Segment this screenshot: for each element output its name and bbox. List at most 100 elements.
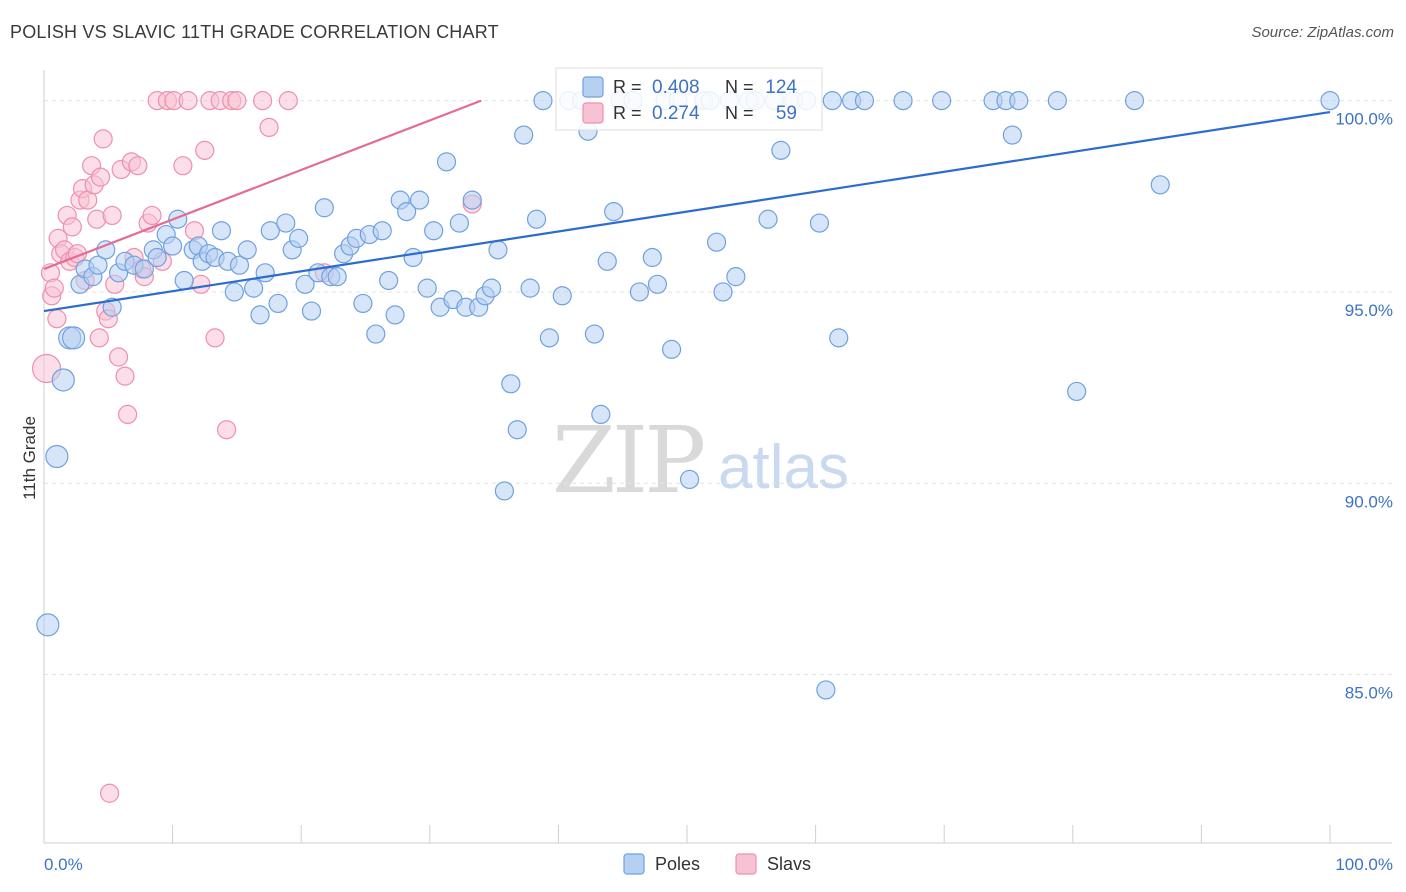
poles-point-89 [642, 247, 662, 268]
slavs-point-20 [89, 328, 109, 348]
poles-point-119 [1009, 91, 1029, 111]
legend-slavs-label: Slavs [767, 854, 811, 874]
poles-point-103 [758, 209, 778, 229]
poles-point-33 [255, 263, 275, 283]
poles-point-38 [289, 228, 309, 248]
poles-point-36 [276, 213, 296, 233]
stats-slavs-n-value: 59 [776, 103, 797, 124]
poles-point-94 [679, 469, 700, 490]
slavs-point-30 [117, 404, 138, 425]
poles-point-34 [260, 221, 280, 241]
poles-point-111 [829, 328, 849, 348]
poles-point-0 [36, 613, 60, 637]
poles-point-16 [147, 247, 167, 268]
poles-point-75 [526, 209, 547, 229]
slavs-point-29 [115, 366, 135, 386]
watermark-zip: ZIP [552, 407, 703, 514]
poles-point-2 [51, 368, 75, 392]
poles-point-69 [488, 240, 508, 260]
poles-point-92 [661, 339, 682, 359]
slavs-point-43 [178, 91, 198, 111]
poles-point-84 [597, 251, 617, 271]
y-tick-label-3: 85.0% [1345, 684, 1393, 703]
slavs-point-56 [99, 783, 120, 803]
stats-box: R = 0.408 N = 124 R = 0.274 N = 59 [555, 67, 823, 131]
slavs-point-27 [108, 347, 129, 367]
slavs-point-33 [128, 156, 148, 176]
poles-point-61 [436, 152, 457, 172]
slavs-point-53 [259, 117, 279, 138]
legend-slavs-swatch [735, 853, 757, 875]
stats-poles-n-label: N = [725, 77, 754, 97]
poles-point-121 [1067, 381, 1087, 402]
slavs-point-37 [142, 205, 162, 226]
poles-point-8 [88, 255, 108, 275]
y-tick-label-1: 95.0% [1345, 301, 1393, 320]
poles-point-20 [174, 270, 194, 291]
slavs-point-52 [227, 91, 247, 111]
slavs-point-22 [93, 129, 113, 149]
slavs-point-10 [62, 217, 82, 237]
x-tick-label-0: 0.0% [44, 855, 83, 874]
legend: Poles Slavs [623, 853, 811, 875]
poles-point-50 [366, 324, 386, 344]
y-tick-label-2: 90.0% [1345, 492, 1393, 511]
poles-point-82 [584, 324, 605, 344]
poles-point-97 [706, 232, 727, 252]
y-tick-labels: 100.0% 95.0% 90.0% 85.0% [1335, 110, 1393, 703]
poles-point-52 [379, 270, 399, 291]
poles-point-108 [809, 213, 830, 233]
poles-points [36, 91, 1340, 700]
poles-point-30 [237, 240, 257, 260]
stats-poles-n-value: 124 [765, 77, 797, 98]
grid-lines [44, 100, 1392, 676]
stats-slavs-n-label: N = [725, 103, 754, 123]
poles-point-100 [726, 267, 746, 287]
poles-point-1 [45, 444, 69, 469]
poles-point-118 [1002, 125, 1022, 145]
poles-point-28 [224, 282, 244, 302]
poles-point-48 [353, 293, 373, 314]
poles-point-71 [501, 374, 521, 394]
slavs-point-45 [191, 274, 211, 294]
slavs-point-54 [278, 91, 298, 111]
poles-point-35 [268, 293, 288, 314]
slavs-point-42 [173, 156, 193, 176]
poles-point-123 [1150, 175, 1170, 195]
poles-point-59 [424, 221, 444, 241]
poles-point-31 [244, 278, 264, 298]
stats-poles-swatch [582, 76, 604, 98]
y-tick-label-0: 100.0% [1335, 110, 1393, 129]
poles-point-114 [893, 91, 913, 111]
poles-point-74 [520, 278, 540, 298]
stats-slavs-r-label: R = [613, 103, 642, 123]
poles-point-115 [932, 91, 952, 111]
poles-point-113 [854, 91, 875, 111]
poles-point-124 [1320, 91, 1340, 111]
poles-point-65 [462, 190, 482, 210]
slavs-point-25 [102, 205, 122, 226]
poles-point-78 [552, 286, 572, 306]
slavs-trend-line [43, 99, 482, 271]
x-tick-label-1: 100.0% [1335, 855, 1393, 874]
source-credit: Source: ZipAtlas.com [1251, 24, 1394, 41]
poles-point-83 [591, 404, 611, 425]
poles-point-51 [372, 221, 392, 241]
poles-point-70 [494, 481, 514, 501]
poles-point-4 [61, 326, 86, 350]
poles-point-90 [647, 274, 668, 294]
poles-point-57 [409, 190, 430, 210]
poles-point-122 [1124, 91, 1145, 111]
poles-point-73 [514, 125, 534, 145]
poles-point-29 [229, 255, 250, 275]
y-axis-label: 11th Grade [20, 416, 39, 500]
poles-point-14 [134, 259, 154, 279]
slavs-point-48 [205, 328, 225, 348]
legend-poles-label: Poles [655, 854, 700, 874]
slavs-point-3 [44, 278, 64, 298]
stats-poles-r-value: 0.408 [652, 77, 700, 98]
trend-lines [43, 99, 1331, 313]
poles-trend-line [43, 111, 1331, 313]
poles-point-120 [1047, 91, 1067, 111]
